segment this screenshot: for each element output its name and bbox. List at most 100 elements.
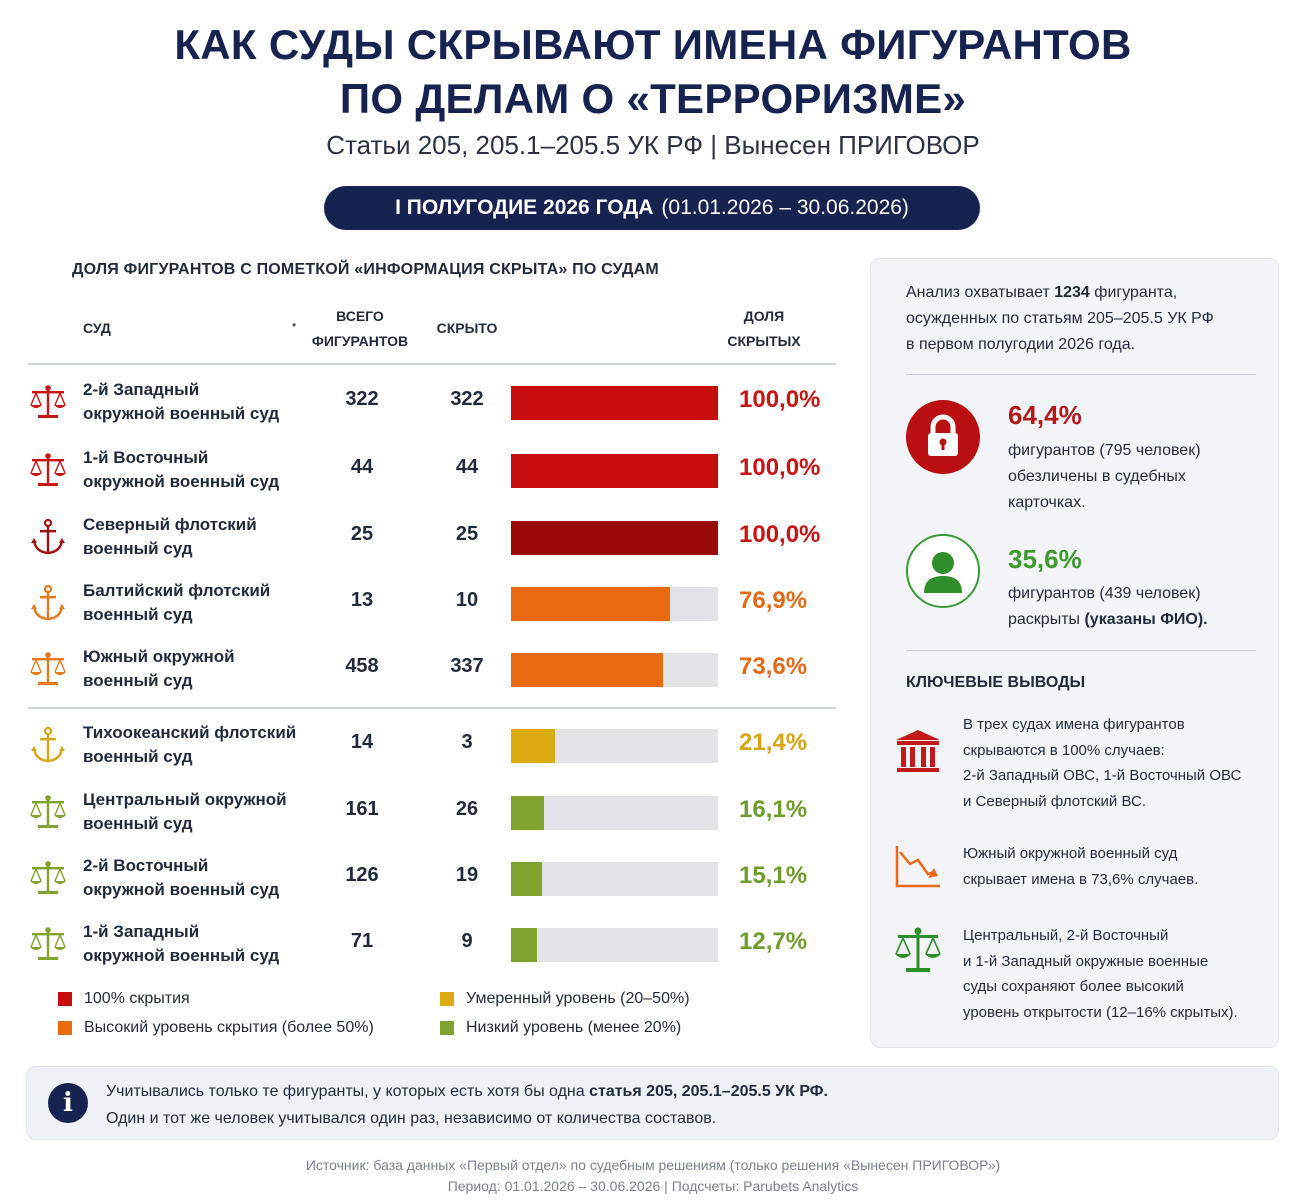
legend-swatch — [440, 1021, 454, 1035]
table-title: ДОЛЯ ФИГУРАНТОВ С ПОМЕТКОЙ «ИНФОРМАЦИЯ С… — [72, 261, 659, 278]
total-count: 161 — [345, 798, 379, 820]
hidden-count: 3 — [461, 731, 473, 753]
scales-icon — [28, 382, 68, 422]
share-label: 73,6% — [739, 653, 808, 680]
legend-item: Высокий уровень скрытия (более 50%) — [58, 1019, 374, 1037]
table-row: Балтийский флотский военный суд 13 10 76,9% — [0, 573, 840, 639]
table-row: Центральный окружной военный суд 161 26 16,1… — [0, 782, 840, 848]
key3-line2: и 1-й Западный окружные военные — [963, 952, 1209, 970]
period-range: (01.01.2026 – 30.06.2026) — [661, 196, 909, 219]
table-row: Тихоокеанский флотский военный суд 14 3 21,4… — [0, 715, 840, 781]
anchor-icon — [28, 725, 68, 765]
court-name-line1: 1-й Восточный — [83, 448, 209, 467]
key3-line3: суды сохраняют более высокий — [963, 978, 1184, 995]
bar-fill — [511, 587, 670, 621]
info-icon: i — [48, 1083, 88, 1123]
methodology-text: Учитывались только те фигуранты, у котор… — [106, 1078, 1256, 1132]
table-row: Северный флотский военный суд 25 25 100,0% — [0, 507, 840, 573]
hidden-count: 19 — [455, 864, 479, 886]
hidden-count: 10 — [455, 589, 479, 611]
intro-line-2: осужденных по статьям 205–205.5 УК РФ — [906, 310, 1214, 327]
courthouse-icon — [892, 726, 944, 778]
total-count: 322 — [345, 388, 379, 410]
legend-swatch — [58, 1021, 72, 1035]
column-header-court: СУД — [83, 320, 111, 336]
key-findings-title: КЛЮЧЕВЫЕ ВЫВОДЫ — [906, 674, 1086, 691]
court-name-line2: военный суд — [83, 671, 193, 690]
hidden-count: 9 — [461, 930, 473, 952]
column-header-share-line1: ДОЛЯ — [743, 308, 785, 324]
key2-line1: Южный окружной военный суд — [963, 845, 1178, 862]
bar-track — [511, 928, 718, 962]
group-divider — [28, 707, 836, 709]
hidden-share-value: 64,4% — [1008, 400, 1082, 430]
scales-icon — [28, 450, 68, 490]
source-text: Источник: база данных «Первый отдел» по … — [305, 1157, 1001, 1173]
court-name: Южный окружной военный суд — [83, 645, 323, 693]
court-name-line2: окружной военный суд — [83, 946, 280, 965]
summary-divider-2 — [906, 650, 1256, 651]
table-row: 1-й Восточный окружной военный суд 44 44 100… — [0, 440, 840, 506]
bar-fill — [511, 729, 555, 763]
share-label: 15,1% — [739, 862, 808, 889]
column-header-total: ВСЕГО ФИГУРАНТОВ — [300, 304, 420, 354]
total-count: 458 — [345, 655, 379, 677]
column-header-share-line2: СКРЫТЫХ — [727, 333, 801, 349]
share-label: 76,9% — [739, 587, 808, 614]
share-label: 21,4% — [739, 729, 808, 756]
legend-label: 100% скрытия — [84, 990, 190, 1007]
open-share-text: фигурантов (439 человек) раскрыты (указа… — [1008, 581, 1208, 633]
total-count: 126 — [345, 864, 379, 886]
key-finding-3: Центральный, 2-й Восточный и 1-й Западны… — [963, 923, 1273, 1025]
court-name-line2: окружной военный суд — [83, 404, 280, 423]
legend-label: Умеренный уровень (20–50%) — [466, 990, 690, 1007]
intro-line-3: в первом полугодии 2026 года. — [906, 336, 1136, 353]
intro-text-1: Анализ охватывает — [906, 284, 1055, 301]
court-name-line1: 2-й Западный — [83, 380, 200, 399]
page-subtitle: Статьи 205, 205.1–205.5 УК РФ | Вынесен … — [326, 130, 980, 160]
scales-icon — [28, 649, 68, 689]
bar-fill — [511, 928, 537, 962]
legend-item: Низкий уровень (менее 20%) — [440, 1019, 681, 1037]
hidden-text-3: карточках. — [1008, 494, 1086, 511]
bar-track — [511, 587, 718, 621]
bar-fill — [511, 386, 718, 420]
share-label: 100,0% — [739, 386, 821, 413]
note-line1a: Учитывались только те фигуранты, у котор… — [106, 1083, 590, 1100]
court-name-line1: 2-й Восточный — [83, 856, 209, 875]
summary-intro: Анализ охватывает 1234 фигуранта, осужде… — [906, 280, 1256, 358]
hidden-count: 44 — [455, 456, 479, 478]
page-title: КАК СУДЫ СКРЫВАЮТ ИМЕНА ФИГУРАНТОВ ПО ДЕ… — [0, 18, 1306, 126]
open-share-value: 35,6% — [1008, 544, 1082, 574]
share-label: 100,0% — [739, 521, 821, 548]
key3-line1: Центральный, 2-й Восточный — [963, 927, 1169, 944]
bar-track — [511, 653, 718, 687]
court-name-line1: Южный окружной — [83, 647, 235, 666]
total-count: 44 — [350, 456, 374, 478]
court-name-line2: военный суд — [83, 605, 193, 624]
table-row: Южный окружной военный суд 458 337 73,6% — [0, 639, 840, 705]
legend-swatch — [440, 992, 454, 1006]
open-text-2a: раскрыты — [1008, 611, 1085, 628]
intro-count: 1234 — [1054, 284, 1090, 301]
key1-line3: 2-й Западный ОВС, 1-й Восточный ОВС — [963, 767, 1242, 784]
period-footer-text: Период: 01.01.2026 – 30.06.2026 | Подсче… — [447, 1178, 859, 1194]
period-badge: I ПОЛУГОДИЕ 2026 ГОДА (01.01.2026 – 30.0… — [324, 186, 980, 230]
bar-track — [511, 796, 718, 830]
title-line-2: ПО ДЕЛАМ О «ТЕРРОРИЗМЕ» — [339, 75, 967, 122]
hidden-text-1: фигурантов (795 человек) — [1008, 442, 1201, 459]
open-text-1: фигурантов (439 человек) — [1008, 585, 1201, 602]
court-name-line2: военный суд — [83, 747, 193, 766]
bar-track — [511, 729, 718, 763]
legend-swatch — [58, 992, 72, 1006]
key-finding-1: В трех судах имена фигурантов скрываются… — [963, 712, 1273, 814]
scales-icon — [28, 792, 68, 832]
anchor-icon — [28, 517, 68, 557]
court-name: Центральный окружной военный суд — [83, 788, 323, 836]
column-header-share: ДОЛЯ СКРЫТЫХ — [724, 304, 804, 354]
bar-track — [511, 521, 718, 555]
court-name-line1: Балтийский флотский — [83, 581, 271, 600]
table-row: 1-й Западный окружной военный суд 71 9 12,7% — [0, 914, 840, 980]
share-label: 12,7% — [739, 928, 808, 955]
intro-text-2: фигуранта, — [1089, 284, 1178, 301]
